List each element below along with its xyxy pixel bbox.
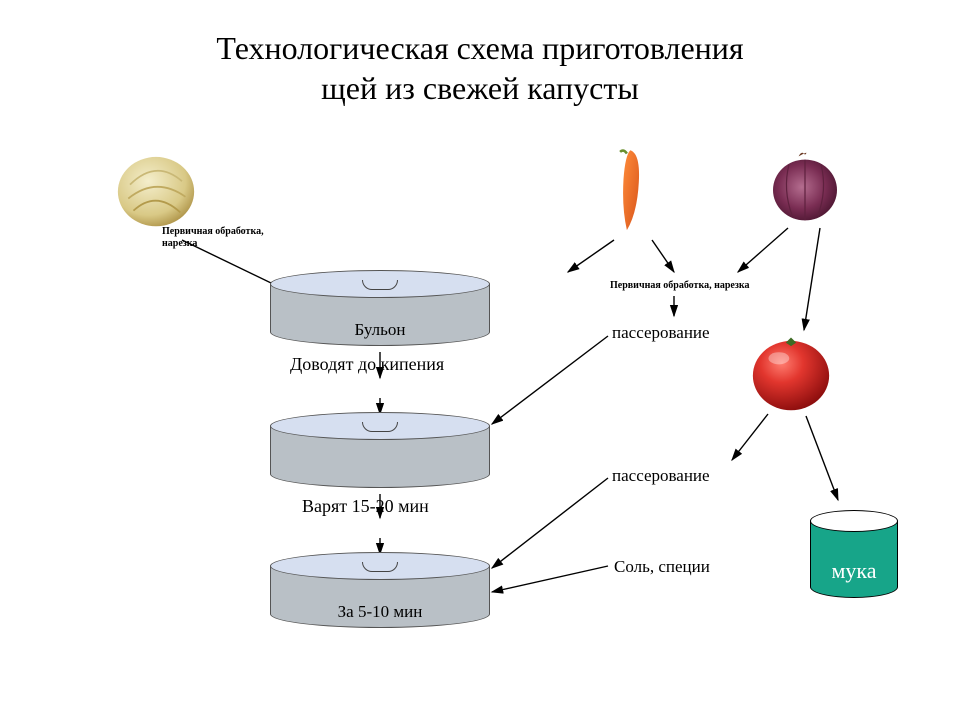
- step-boil-label: Доводят до кипения: [290, 354, 444, 375]
- onion-icon: [765, 150, 845, 222]
- cabbage-icon: [110, 150, 202, 228]
- pot-handle: [362, 562, 398, 572]
- flour-label: мука: [810, 558, 898, 584]
- prep-label-cabbage-2: нарезка: [162, 238, 197, 249]
- can-top: [810, 510, 898, 532]
- carrot-icon: [615, 146, 649, 236]
- pot-final: За 5-10 мин: [270, 552, 490, 628]
- page-title: Технологическая схема приготовления щей …: [0, 28, 960, 108]
- passerovanie-1-label: пассерование: [612, 323, 710, 343]
- pot-handle: [362, 422, 398, 432]
- flour-can: мука: [810, 510, 898, 598]
- pot-middle: [270, 412, 490, 488]
- pot-handle: [362, 280, 398, 290]
- pot-label: Бульон: [270, 320, 490, 340]
- tomato-icon: [746, 334, 836, 412]
- title-line-1: Технологическая схема приготовления: [216, 30, 743, 66]
- passerovanie-2-label: пассерование: [612, 466, 710, 486]
- pot-broth: Бульон: [270, 270, 490, 346]
- salt-spices-label: Соль, специи: [614, 557, 710, 577]
- pot-label: За 5-10 мин: [270, 602, 490, 622]
- step-cook-label: Варят 15-20 мин: [302, 496, 429, 517]
- title-line-2: щей из свежей капусты: [321, 70, 639, 106]
- prep-label-carrot-onion: Первичная обработка, нарезка: [610, 280, 749, 291]
